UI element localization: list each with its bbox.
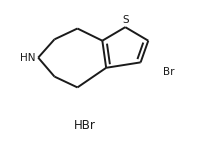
Text: Br: Br: [163, 67, 174, 77]
Text: HBr: HBr: [74, 119, 96, 132]
Text: HN: HN: [20, 53, 35, 63]
Text: S: S: [122, 15, 129, 25]
